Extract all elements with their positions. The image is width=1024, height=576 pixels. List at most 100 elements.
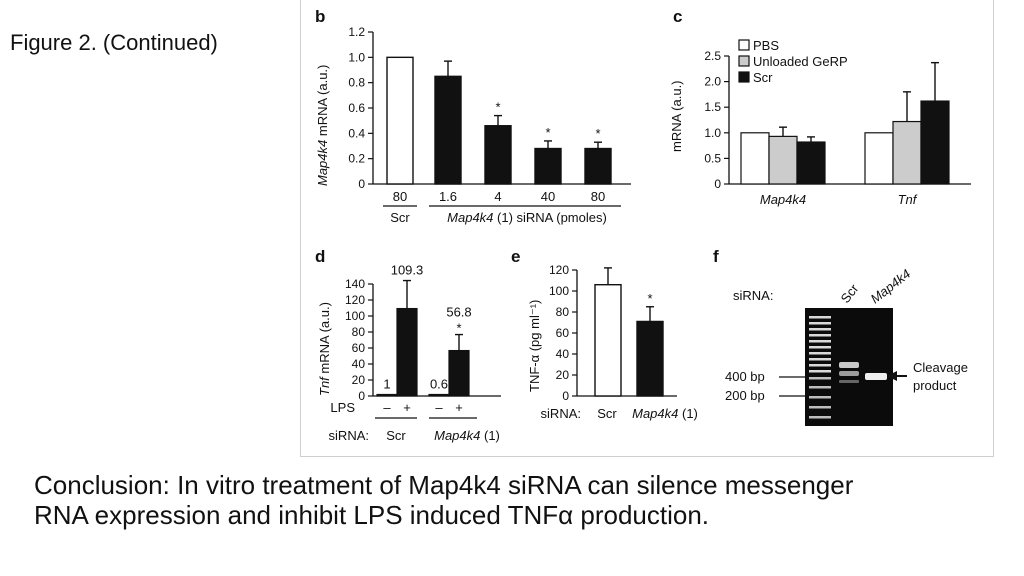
chart-c-legend-swatch-2 [738,71,750,83]
panel-label-b: b [315,7,325,26]
chart-d-lps-label: LPS [330,400,355,415]
chart-d-lps-sign-2: – [435,400,443,415]
chart-c-legend-label-2: Scr [753,70,773,85]
chart-d-bar-1 [396,307,418,397]
chart-e-ytick-label-3: 60 [556,326,570,340]
chart-b-bar-3 [534,147,562,185]
chart-d-group-scr: Scr [386,428,406,443]
chart-e-ytick-label-1: 20 [556,368,570,382]
chart-c-ytick-label-0: 0 [714,177,721,191]
chart-d-ylabel-italic: Tnf [317,376,332,396]
chart-d-lps-sign-0: – [383,400,391,415]
gel-ladder-band-1 [809,322,831,325]
chart-b-xlabel-1: 1.6 [439,189,457,204]
chart-e-sirna-label: siRNA: [541,406,581,421]
gel-ladder-band-7 [809,358,831,361]
chart-e-ylabel: TNF-α (pg ml⁻¹) [527,300,542,392]
chart-d-ytick-label-1: 20 [352,373,366,387]
gel-lane-map4k4 [865,373,887,380]
chart-c-bar-0-0 [740,132,770,185]
chart-e-bar-0 [594,284,622,397]
figure-panel: b c d e f Map4k4 mRNA (a.u.) 0 0.2 0.4 0.6 0… [300,0,994,457]
chart-d-ytick-label-2: 40 [352,357,366,371]
gel-ladder-band-11 [809,386,831,389]
chart-b-group-map: Map4k4 (1) siRNA (pmoles) [447,210,607,225]
chart-d-group-map-italic: Map4k4 [434,428,480,443]
panel-label-d: d [315,247,325,266]
chart-e-y-ticks: 0 20 40 60 80 100 120 [549,263,577,403]
chart-b-bar-4 [584,147,612,185]
gel-ladder-band-6 [809,352,831,355]
chart-d-lps-signs: – + – + [383,400,462,415]
chart-c-bar-0-2 [796,141,826,185]
chart-c-ytick-label-3: 1.5 [704,100,721,114]
gel-ladder-band-0 [809,316,831,319]
chart-b-x-labels: 80 1.6 4 40 80 [393,189,605,204]
chart-e-ytick-label-2: 40 [556,347,570,361]
chart-d: Tnf mRNA (a.u.) 0 20 40 60 80 100 120 140 1 109.… [317,263,501,443]
chart-d-ytick-label-0: 0 [358,389,365,403]
chart-f-lane-scr: Scr [838,281,862,306]
conclusion-text: Conclusion: In vitro treatment of Map4k4… [34,470,854,530]
chart-b-bars: * * * [386,56,612,185]
chart-b-xlabel-2: 4 [494,189,501,204]
gel-ladder-band-13 [809,406,831,409]
chart-d-group-map: Map4k4 (1) [434,428,500,443]
chart-c-legend-swatch-0 [738,39,750,51]
chart-b-xlabel-3: 40 [541,189,555,204]
chart-d-ytick-label-5: 100 [345,309,365,323]
gel-ladder-band-9 [809,370,831,373]
gel-marker-400: 400 bp [725,369,765,384]
chart-b-ytick-label-4: 0.8 [348,76,365,90]
chart-c-ylabel: mRNA (a.u.) [669,80,684,152]
panel-label-f: f [713,247,719,266]
chart-d-bar-2 [428,393,450,397]
chart-e-group-map: Map4k4 (1) [632,406,698,421]
gel-marker-200: 200 bp [725,388,765,403]
chart-b-xlabel-0: 80 [393,189,407,204]
chart-b-ytick-label-5: 1.0 [348,50,365,64]
chart-e-sig-1: * [647,291,652,306]
chart-e-bar-1 [636,320,664,397]
chart-e-ytick-label-6: 120 [549,263,569,277]
chart-d-value-label-2: 0.6 [430,377,448,392]
chart-c-y-ticks: 0 0.5 1.0 1.5 2.0 2.5 [704,49,729,191]
chart-e-group-scr: Scr [597,406,617,421]
chart-e: TNF-α (pg ml⁻¹) 0 20 40 60 80 100 120 * siRNA:… [527,263,698,421]
chart-c-cat-tnf: Tnf [898,192,918,207]
chart-e-ytick-label-0: 0 [562,389,569,403]
chart-b-ytick-label-0: 0 [358,177,365,191]
gel-ladder-band-12 [809,396,831,399]
chart-c-bar-1-1 [892,120,922,185]
chart-c-legend-swatch-1 [738,55,750,67]
chart-d-y-ticks: 0 20 40 60 80 100 120 140 [345,277,373,403]
gel-ladder-band-5 [809,346,831,349]
chart-d-ytick-label-6: 120 [345,293,365,307]
chart-b-ytick-label-2: 0.4 [348,126,365,140]
chart-d-value-label-0: 1 [383,377,390,392]
chart-d-value-label-3: 56.8 [446,305,471,320]
chart-c-ytick-label-1: 0.5 [704,151,721,165]
chart-f-sirna-label: siRNA: [733,288,773,303]
chart-e-ytick-label-4: 80 [556,305,570,319]
chart-c-bars [740,61,950,185]
chart-c: mRNA (a.u.) 0 0.5 1.0 1.5 2.0 2.5 PBSUnloaded… [669,38,971,207]
chart-e-bars: * [594,267,664,397]
chart-d-bar-0 [376,393,398,397]
chart-b-bar-2 [484,125,512,185]
chart-b-group-map-rest: (1) siRNA (pmoles) [493,210,606,225]
chart-d-bar-3 [448,349,470,397]
chart-c-ytick-label-4: 2.0 [704,75,721,89]
chart-b-sig-3: * [545,125,550,140]
chart-b-ylabel-rest: mRNA (a.u.) [315,65,330,140]
chart-c-legend-label-0: PBS [753,38,779,53]
gel-ladder-band-4 [809,340,831,343]
chart-c-cat-map4k4: Map4k4 [760,192,806,207]
chart-d-sig-3: * [456,321,461,336]
chart-c-legend-label-1: Unloaded GeRP [753,54,848,69]
chart-b-bar-0 [386,56,414,185]
chart-d-group-map-rest: (1) [480,428,500,443]
slide-title: Figure 2. (Continued) [10,30,218,55]
chart-c-ytick-label-5: 2.5 [704,49,721,63]
